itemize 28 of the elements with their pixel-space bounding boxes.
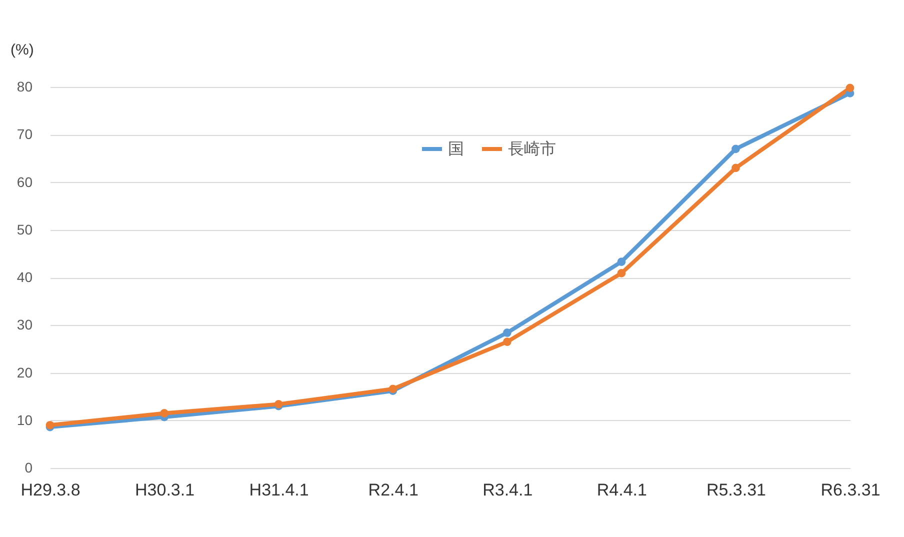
point (617, 258, 626, 266)
point (502, 338, 512, 346)
y-tick-label: 80 (16, 78, 33, 94)
y-axis-title: (%) (10, 42, 34, 58)
x-tick-label: H29.3.8 (20, 480, 80, 500)
x-tick-label: R3.4.1 (482, 480, 533, 500)
x-tick-label: R5.3.31 (706, 480, 766, 500)
x-tick-label: R6.3.31 (820, 480, 880, 500)
point (502, 328, 512, 337)
legend-label: 長崎市 (508, 140, 556, 158)
y-tick-label: 0 (24, 460, 33, 476)
point (617, 269, 626, 278)
point (160, 409, 168, 418)
x-tick-label: H30.3.1 (135, 480, 195, 500)
x-tick-label: R2.4.1 (368, 480, 418, 500)
point (732, 144, 740, 154)
y-tick-label: 10 (16, 412, 33, 428)
y-tick-label: 70 (16, 126, 33, 142)
point (732, 164, 740, 172)
x-tick-label: H31.4.1 (249, 480, 309, 500)
y-tick-label: 40 (16, 269, 33, 285)
y-tick-label: 50 (16, 221, 33, 238)
point (846, 84, 854, 92)
y-tick-label: 30 (16, 316, 33, 333)
x-tick-label: R4.4.1 (596, 480, 647, 500)
legend-label: 国 (448, 141, 464, 158)
y-tick-label: 60 (16, 174, 33, 190)
y-tick-label: 20 (16, 364, 33, 380)
